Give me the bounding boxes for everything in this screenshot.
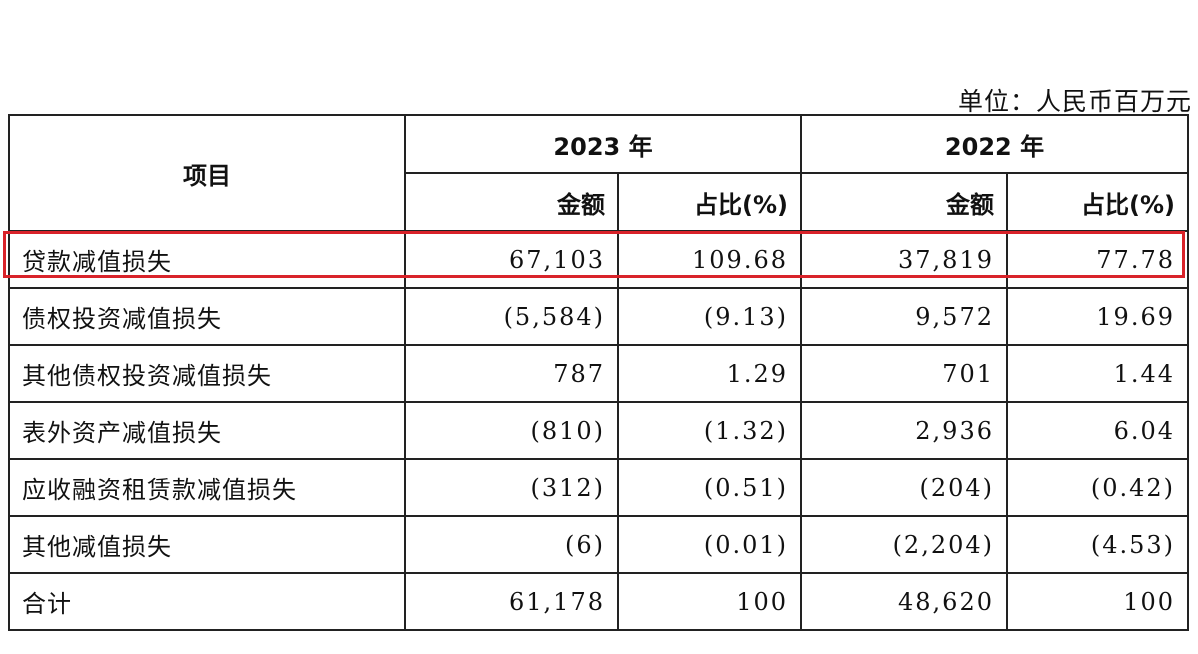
amount-2023: (810) <box>404 401 619 460</box>
table-row-total: 合计 61,178 100 48,620 100 <box>8 572 1189 631</box>
ratio-2022: (4.53) <box>1006 515 1189 574</box>
amount-2022: 701 <box>800 344 1008 403</box>
ratio-2022: 100 <box>1006 572 1189 631</box>
unit-label: 单位：人民币百万元 <box>957 87 1192 116</box>
ratio-2022: 19.69 <box>1006 287 1189 346</box>
amount-2023: 787 <box>404 344 619 403</box>
header-amount-2023: 金额 <box>404 172 619 232</box>
row-name: 债权投资减值损失 <box>8 287 406 346</box>
amount-2022: 48,620 <box>800 572 1008 631</box>
amount-2022: (204) <box>800 458 1008 517</box>
amount-2022: (2,204) <box>800 515 1008 574</box>
header-year-2023: 2023 年 <box>404 114 802 174</box>
header-row-metrics: 金额 占比(%) 金额 占比(%) <box>9 172 1189 232</box>
ratio-2023: 100 <box>617 572 802 631</box>
amount-2023: 61,178 <box>404 572 619 631</box>
table-row: 债权投资减值损失 (5,584) (9.13) 9,572 19.69 <box>8 287 1189 346</box>
ratio-2023: 109.68 <box>617 230 802 289</box>
row-name: 贷款减值损失 <box>8 230 406 289</box>
table-row: 其他减值损失 (6) (0.01) (2,204) (4.53) <box>8 515 1189 574</box>
row-name: 其他减值损失 <box>8 515 406 574</box>
table-row: 其他债权投资减值损失 787 1.29 701 1.44 <box>8 344 1189 403</box>
amount-2023: (312) <box>404 458 619 517</box>
ratio-2023: (0.51) <box>617 458 802 517</box>
table-row: 表外资产减值损失 (810) (1.32) 2,936 6.04 <box>8 401 1189 460</box>
row-name: 其他债权投资减值损失 <box>8 344 406 403</box>
header-ratio-2022: 占比(%) <box>1006 172 1189 232</box>
table-row: 贷款减值损失 67,103 109.68 37,819 77.78 <box>8 230 1189 289</box>
amount-2023: (6) <box>404 515 619 574</box>
header-item: 项目 <box>8 114 406 232</box>
ratio-2023: (1.32) <box>617 401 802 460</box>
impairment-loss-table: 项目 2023 年 2022 年 金额 占比(%) 金额 占比(%) 贷款减值损… <box>8 114 1189 631</box>
amount-2022: 2,936 <box>800 401 1008 460</box>
ratio-2022: 1.44 <box>1006 344 1189 403</box>
ratio-2022: (0.42) <box>1006 458 1189 517</box>
row-name: 合计 <box>8 572 406 631</box>
amount-2022: 37,819 <box>800 230 1008 289</box>
header-row-years: 项目 2023 年 2022 年 <box>8 114 1189 232</box>
header-year-2022: 2022 年 <box>800 114 1189 174</box>
table-row: 应收融资租赁款减值损失 (312) (0.51) (204) (0.42) <box>8 458 1189 517</box>
row-name: 表外资产减值损失 <box>8 401 406 460</box>
ratio-2022: 6.04 <box>1006 401 1189 460</box>
header-amount-2022: 金额 <box>800 172 1008 232</box>
amount-2023: 67,103 <box>404 230 619 289</box>
amount-2022: 9,572 <box>800 287 1008 346</box>
ratio-2023: (9.13) <box>617 287 802 346</box>
ratio-2022: 77.78 <box>1006 230 1189 289</box>
ratio-2023: 1.29 <box>617 344 802 403</box>
amount-2023: (5,584) <box>404 287 619 346</box>
row-name: 应收融资租赁款减值损失 <box>8 458 406 517</box>
ratio-2023: (0.01) <box>617 515 802 574</box>
header-ratio-2023: 占比(%) <box>617 172 802 232</box>
